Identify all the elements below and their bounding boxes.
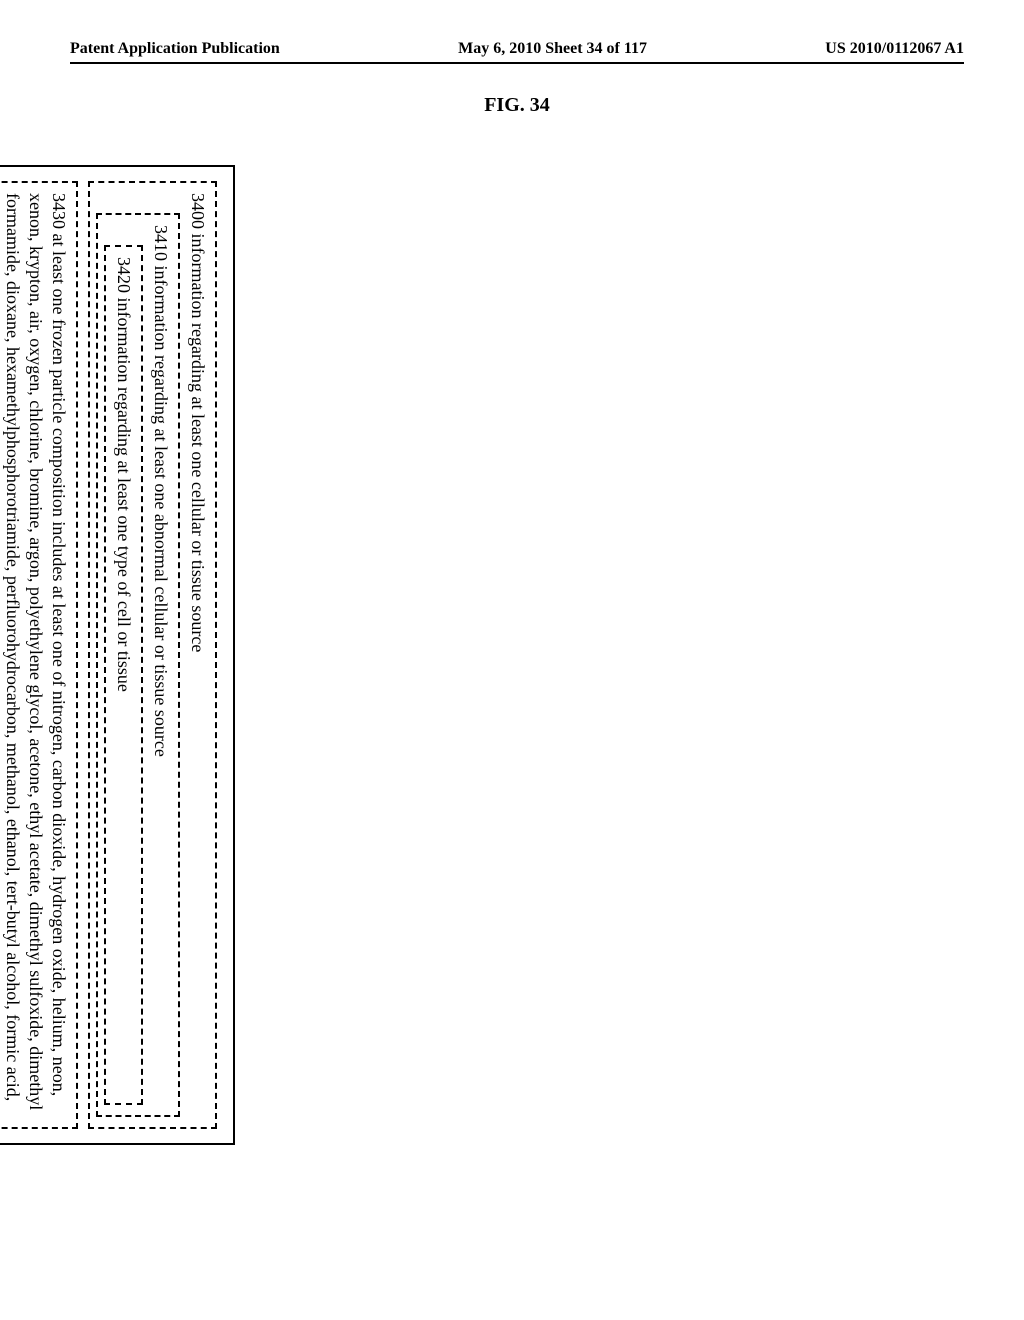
header-center: May 6, 2010 Sheet 34 of 117 (458, 40, 647, 58)
box-3420: 3420 information regarding at least one … (104, 245, 143, 1105)
box-3420-text: 3420 information regarding at least one … (114, 257, 134, 692)
box-3430-text: 3430 at least one frozen particle compos… (0, 193, 69, 1110)
header-right: US 2010/0112067 A1 (825, 40, 964, 58)
figure-body: 3400 information regarding at least one … (0, 165, 235, 1145)
page: Patent Application Publication May 6, 20… (0, 0, 1024, 1320)
box-3400-text: 3400 information regarding at least one … (188, 193, 208, 652)
box-3410-text: 3410 information regarding at least one … (151, 225, 171, 757)
box-3410: 3410 information regarding at least one … (96, 213, 180, 1117)
figure-label: FIG. 34 (70, 94, 964, 117)
header-left: Patent Application Publication (70, 40, 280, 58)
page-header: Patent Application Publication May 6, 20… (70, 40, 964, 64)
outer-frame: 3400 information regarding at least one … (0, 165, 235, 1145)
box-3400: 3400 information regarding at least one … (88, 181, 217, 1129)
box-3430: 3430 at least one frozen particle compos… (0, 181, 78, 1129)
